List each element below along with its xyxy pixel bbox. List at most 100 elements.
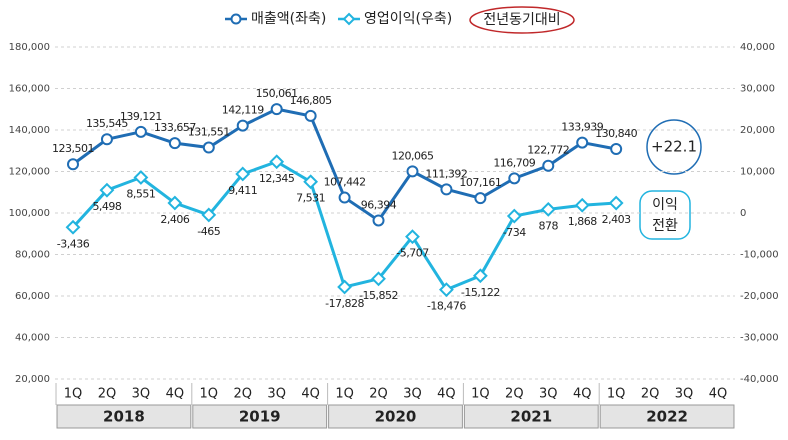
year-box [192, 404, 328, 429]
year-box [599, 404, 735, 429]
year-box [328, 404, 463, 429]
x-tick-label: 1Q [200, 387, 219, 402]
year-box [56, 404, 192, 429]
plot: 20,000 40,000 60,000 80,000 100,000 120,000 14… [9, 11, 779, 429]
x-tick-label: 4Q [437, 387, 456, 402]
note-ellipse [469, 6, 575, 34]
y-tick-label: 180,000 [9, 42, 50, 53]
data-label: -15,122 [461, 286, 500, 299]
x-tick-label: 2Q [641, 387, 660, 402]
point [576, 136, 589, 149]
data-label: -15,852 [359, 289, 398, 302]
y-tick-label: 20,000 [15, 374, 50, 385]
x-tick-label: 3Q [132, 387, 151, 402]
legend-marker [342, 12, 356, 26]
point [304, 109, 317, 122]
point [439, 282, 454, 298]
y-tick-label: 30,000 [740, 84, 775, 95]
x-tick-label: 3Q [403, 387, 422, 402]
legend-label: 매출액(좌축) [251, 11, 326, 27]
y-tick-label: 40,000 [15, 333, 50, 344]
annotation: 전환 [652, 218, 678, 234]
y-tick-label: 0 [740, 208, 746, 219]
data-label: 8,551 [126, 188, 155, 201]
annotation-circle [646, 119, 702, 175]
point [472, 268, 488, 284]
point [574, 197, 590, 213]
data-label: 133,939 [561, 121, 603, 134]
data-label: -3,436 [57, 237, 90, 250]
point [269, 154, 285, 170]
point [235, 166, 251, 182]
y-tick-label: 80,000 [15, 250, 50, 261]
point [405, 229, 420, 245]
point [270, 103, 283, 116]
y-tick-label: 60,000 [15, 291, 50, 302]
data-label: 12,345 [259, 172, 295, 185]
x-tick-label: 1Q [471, 387, 490, 402]
y-tick-label: 20,000 [740, 125, 775, 136]
y-tick-label: -40,000 [740, 374, 779, 385]
data-label: -734 [503, 226, 526, 239]
data-label: 131,551 [188, 126, 230, 139]
data-label: 1,868 [568, 215, 597, 228]
data-label: 133,657 [154, 121, 196, 134]
x-tick-label: 4Q [301, 387, 320, 402]
x-tick-label: 3Q [675, 387, 694, 402]
x-tick-label: 1Q [607, 387, 626, 402]
y-tick-label: 40,000 [740, 42, 775, 53]
x-tick-label: 4Q [709, 387, 728, 402]
point [65, 219, 81, 235]
point [99, 182, 115, 198]
data-label: 122,772 [527, 144, 569, 157]
x-tick-label: 2Q [369, 387, 388, 402]
year-label: 2021 [510, 408, 552, 426]
data-label: 130,840 [595, 127, 637, 140]
y-tick-label: 140,000 [9, 125, 50, 136]
point [540, 201, 556, 217]
legend-marker [230, 13, 242, 25]
x-tick-label: 4Q [166, 387, 185, 402]
data-label: 135,545 [86, 117, 128, 130]
point [168, 137, 181, 150]
annotation: 이익 [652, 197, 678, 213]
data-label: 7,531 [296, 192, 325, 205]
data-label: 111,392 [425, 167, 467, 180]
point [303, 174, 319, 190]
data-label: 139,121 [120, 110, 162, 123]
data-label: 107,442 [324, 176, 366, 189]
x-tick-label: 3Q [539, 387, 558, 402]
data-label: 116,709 [493, 156, 535, 169]
data-label: 142,119 [222, 104, 264, 117]
y-tick-label: -10,000 [740, 250, 779, 261]
year-label: 2022 [646, 408, 688, 426]
data-label: 9,411 [228, 184, 257, 197]
point [610, 143, 623, 156]
data-label: 146,805 [290, 94, 332, 107]
data-label: -465 [197, 225, 220, 238]
x-tick-label: 1Q [335, 387, 354, 402]
y-tick-label: 160,000 [9, 84, 50, 95]
point [337, 279, 352, 295]
annotation: +22.1 [651, 138, 697, 156]
data-label: 123,501 [52, 142, 94, 155]
y-tick-label: 120,000 [9, 167, 50, 178]
point [371, 271, 386, 287]
x-tick-label: 4Q [573, 387, 592, 402]
point [508, 172, 521, 185]
y-tick-label: 100,000 [9, 208, 50, 219]
x-tick-label: 2Q [233, 387, 252, 402]
year-label: 2019 [239, 408, 281, 426]
data-label: 878 [539, 219, 559, 232]
point [338, 191, 351, 204]
data-label: 2,403 [602, 213, 631, 226]
point [608, 195, 624, 211]
x-tick-label: 1Q [64, 387, 83, 402]
data-label: -17,828 [325, 297, 364, 310]
y-tick-label: -30,000 [740, 333, 779, 344]
point [542, 159, 555, 172]
point [134, 125, 147, 138]
x-tick-label: 2Q [98, 387, 117, 402]
data-label: 107,161 [459, 176, 501, 189]
